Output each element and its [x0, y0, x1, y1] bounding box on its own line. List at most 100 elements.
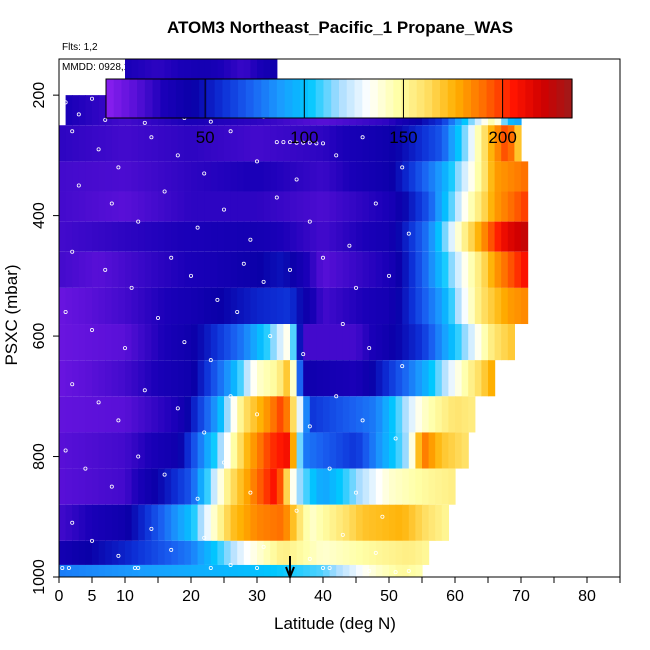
- heatmap-cell: [78, 564, 86, 577]
- heatmap-cell: [488, 191, 496, 222]
- heatmap-cell: [521, 287, 529, 325]
- heatmap-cell: [171, 251, 179, 288]
- heatmap-cell: [389, 251, 397, 288]
- heatmap-cell: [217, 504, 225, 541]
- heatmap-cell: [402, 251, 410, 288]
- heatmap-cell: [455, 251, 463, 288]
- heatmap-cell: [342, 221, 350, 252]
- heatmap-cell: [309, 396, 317, 433]
- heatmap-cell: [389, 504, 397, 541]
- heatmap-cell: [257, 468, 265, 505]
- heatmap-cell: [362, 324, 370, 361]
- heatmap-cell: [389, 468, 397, 505]
- heatmap-cell: [118, 564, 126, 577]
- colorbar-segment: [540, 79, 550, 118]
- sample-marker: [208, 119, 213, 124]
- sample-marker: [307, 219, 312, 224]
- heatmap-cell: [316, 540, 324, 565]
- heatmap-cell: [362, 221, 370, 252]
- colorbar-segment: [408, 79, 418, 118]
- sample-marker: [373, 201, 378, 206]
- heatmap-cell: [138, 251, 146, 288]
- sample-marker: [301, 352, 306, 357]
- heatmap-cell: [171, 360, 179, 397]
- heatmap-cell: [336, 251, 344, 288]
- colorbar-segment: [517, 79, 526, 118]
- heatmap-cell: [270, 360, 278, 397]
- heatmap-cell: [342, 564, 350, 577]
- x-tick-label: 30: [248, 588, 266, 605]
- heatmap-cell: [158, 504, 166, 541]
- heatmap-cell: [316, 360, 324, 397]
- heatmap-cell: [197, 540, 205, 565]
- heatmap-cell: [441, 251, 449, 288]
- heatmap-cell: [448, 468, 456, 505]
- heatmap-cell: [92, 221, 100, 252]
- heatmap-cell: [224, 59, 232, 96]
- heatmap-cell: [342, 161, 350, 192]
- heatmap-cell: [98, 287, 106, 325]
- heatmap-cell: [105, 432, 113, 469]
- heatmap-cell: [448, 251, 456, 288]
- heatmap-cell: [435, 360, 443, 397]
- heatmap-cell: [164, 191, 172, 222]
- heatmap-cell: [184, 221, 192, 252]
- heatmap-cell: [309, 287, 317, 325]
- sample-marker: [228, 129, 233, 134]
- heatmap-cell: [92, 191, 100, 222]
- heatmap-cell: [356, 564, 364, 577]
- sample-marker: [142, 120, 147, 125]
- heatmap-cell: [323, 540, 331, 565]
- colorbar-segment: [564, 79, 573, 118]
- heatmap-cell: [164, 360, 172, 397]
- heatmap-cell: [468, 125, 476, 162]
- sample-marker: [274, 195, 279, 200]
- heatmap-cell: [356, 191, 364, 222]
- heatmap-cell: [243, 564, 251, 577]
- heatmap-cell: [349, 468, 357, 505]
- heatmap-cell: [118, 161, 126, 192]
- heatmap-cell: [164, 564, 172, 577]
- heatmap-cell: [428, 161, 436, 192]
- heatmap-cell: [224, 125, 232, 162]
- sample-marker: [221, 207, 226, 212]
- heatmap-cell: [494, 324, 502, 361]
- heatmap-cell: [204, 125, 212, 162]
- heatmap-cell: [342, 504, 350, 541]
- heatmap-row: [59, 360, 496, 397]
- colorbar-segment: [129, 79, 138, 118]
- heatmap-cell: [59, 540, 67, 565]
- heatmap-cell: [158, 287, 166, 325]
- heatmap-cell: [243, 287, 251, 325]
- heatmap-cell: [98, 191, 106, 222]
- heatmap-cell: [111, 161, 119, 192]
- sample-marker: [400, 165, 405, 170]
- y-tick-label: 800: [31, 443, 48, 470]
- heatmap-cell: [329, 564, 337, 577]
- heatmap-cell: [78, 287, 86, 325]
- heatmap-cell: [72, 287, 80, 325]
- heatmap-cell: [118, 396, 126, 433]
- heatmap-cell: [323, 191, 331, 222]
- heatmap-cell: [448, 161, 456, 192]
- heatmap-cell: [514, 191, 522, 222]
- heatmap-cell: [118, 468, 126, 505]
- heatmap-cell: [250, 221, 258, 252]
- heatmap-cell: [65, 324, 73, 361]
- heatmap-cell: [151, 287, 159, 325]
- heatmap-cell: [85, 540, 93, 565]
- heatmap-cell: [191, 287, 199, 325]
- colorbar-segment: [183, 79, 193, 118]
- heatmap-row: [59, 468, 456, 505]
- heatmap-cell: [125, 161, 133, 192]
- heatmap-cell: [237, 540, 245, 565]
- heatmap-cell: [250, 324, 258, 361]
- sample-marker: [208, 358, 213, 363]
- heatmap-cell: [349, 396, 357, 433]
- heatmap-cell: [474, 161, 482, 192]
- colorbar-segment: [121, 79, 130, 118]
- heatmap-cell: [336, 396, 344, 433]
- heatmap-cell: [197, 468, 205, 505]
- sample-marker: [347, 243, 352, 248]
- heatmap-cell: [210, 161, 218, 192]
